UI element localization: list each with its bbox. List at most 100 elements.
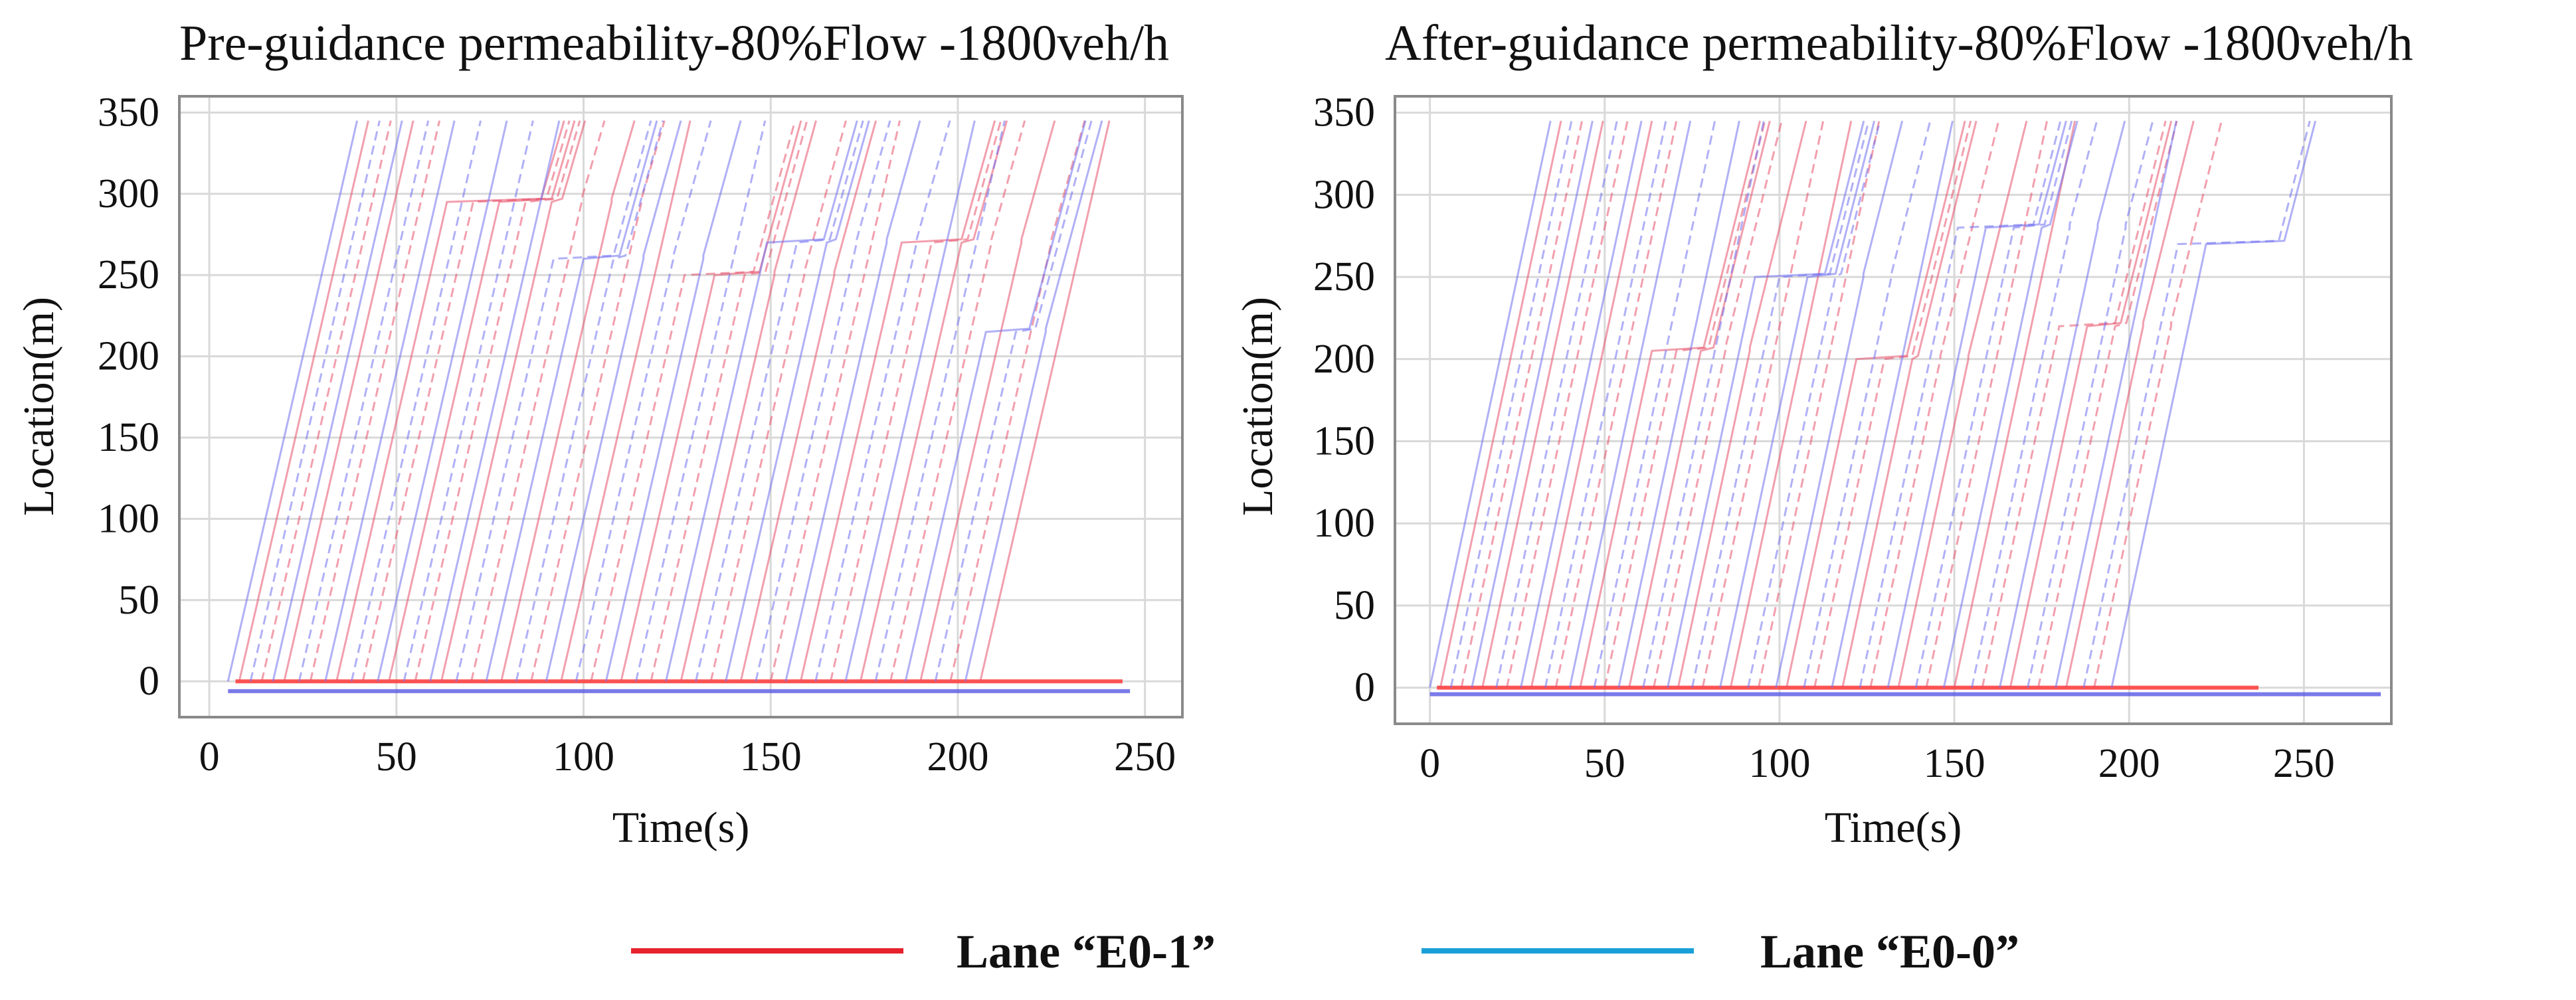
trajectory-e0-0 bbox=[377, 120, 508, 682]
y-tick-labels: 0 50 100 150 200 250 300 350 bbox=[98, 90, 159, 704]
trajectory-e0-1 bbox=[2009, 120, 2173, 688]
trajectory-e0-1 bbox=[590, 120, 796, 682]
trajectory-e0-0 bbox=[515, 120, 664, 682]
x-tick-labels: 0 50 100 150 200 250 bbox=[199, 734, 1176, 780]
trajectory-e0-1 bbox=[283, 120, 414, 682]
trajectory-e0-0 bbox=[1970, 120, 2098, 688]
trajectory-e0-0 bbox=[350, 120, 482, 682]
trajectory-e0-0 bbox=[814, 120, 951, 682]
trajectory-e0-0 bbox=[604, 120, 742, 682]
y-tick-label: 250 bbox=[98, 252, 159, 297]
trajectory-e0-0 bbox=[755, 120, 891, 682]
trajectory-e0-1 bbox=[1481, 120, 1604, 688]
trajectory-e0-1 bbox=[414, 120, 581, 682]
trajectory-e0-0 bbox=[1942, 120, 2078, 688]
trajectory-e0-0 bbox=[1544, 120, 1667, 688]
trajectory-e0-1 bbox=[1981, 120, 2167, 688]
trajectory-e0-1 bbox=[1897, 120, 2028, 688]
trajectory-e0-1 bbox=[1925, 120, 2049, 688]
trajectories bbox=[227, 120, 1131, 693]
trajectory-e0-0 bbox=[874, 120, 1006, 682]
y-tick-label: 50 bbox=[1334, 583, 1375, 628]
y-tick-label: 350 bbox=[98, 90, 159, 135]
trajectory-e0-0 bbox=[324, 120, 456, 682]
x-tick-labels: 0 50 100 150 200 250 bbox=[1420, 741, 2335, 786]
trajectory-e0-1 bbox=[889, 120, 1026, 682]
trajectory-e0-0 bbox=[1775, 120, 1904, 688]
y-tick-label: 100 bbox=[1313, 501, 1375, 546]
legend-label-lane-e0-0: Lane “E0-0” bbox=[1760, 925, 2019, 978]
grid bbox=[1395, 96, 2391, 724]
y-tick-label: 150 bbox=[1313, 419, 1375, 464]
trajectory-e0-0 bbox=[634, 120, 767, 682]
trajectory-e0-0 bbox=[665, 120, 858, 682]
trajectory-e0-1 bbox=[1628, 120, 1771, 688]
trajectory-e0-1 bbox=[1530, 120, 1653, 688]
trajectory-e0-0 bbox=[964, 120, 1103, 682]
legend: Lane “E0-1” Lane “E0-0” bbox=[631, 925, 2019, 978]
trajectory-e0-1 bbox=[1729, 120, 1853, 688]
trajectory-e0-1 bbox=[500, 120, 636, 682]
trajectory-e0-1 bbox=[560, 120, 691, 682]
trajectory-e0-1 bbox=[1505, 120, 1629, 688]
trajectory-e0-0 bbox=[227, 120, 359, 682]
trajectory-e0-1 bbox=[739, 120, 877, 682]
trajectory-e0-0 bbox=[1859, 120, 2062, 688]
trajectory-e0-0 bbox=[1691, 120, 1870, 688]
trajectory-e0-0 bbox=[725, 120, 870, 682]
chart-panel-after-guidance: After-guidance permeability-80%Flow -180… bbox=[1234, 15, 2413, 852]
y-tick-label: 300 bbox=[98, 171, 159, 216]
trajectory-e0-0 bbox=[1719, 120, 1876, 688]
trajectory-e0-1 bbox=[620, 120, 802, 682]
x-tick-label: 100 bbox=[553, 734, 614, 780]
x-axis-label: Time(s) bbox=[612, 803, 750, 852]
trajectory-e0-0 bbox=[1568, 120, 1692, 688]
trajectory-e0-1 bbox=[388, 120, 576, 682]
trajectory-e0-1 bbox=[829, 120, 1002, 682]
trajectory-e0-0 bbox=[545, 120, 682, 682]
y-tick-label: 0 bbox=[1354, 665, 1375, 710]
trajectory-e0-0 bbox=[1914, 120, 2073, 688]
trajectories bbox=[1429, 120, 2381, 697]
trajectory-e0-1 bbox=[260, 120, 392, 682]
trajectory-e0-0 bbox=[1520, 120, 1643, 688]
trajectory-e0-0 bbox=[844, 120, 976, 682]
trajectory-e0-0 bbox=[904, 120, 1087, 682]
y-tick-label: 200 bbox=[1313, 337, 1375, 382]
x-tick-label: 150 bbox=[1924, 741, 1985, 786]
trajectory-e0-1 bbox=[2037, 120, 2178, 688]
x-tick-label: 150 bbox=[740, 734, 802, 780]
trajectory-e0-0 bbox=[2082, 120, 2311, 688]
trajectory-e0-1 bbox=[1677, 120, 1807, 688]
trajectory-e0-0 bbox=[403, 120, 534, 682]
trajectory-e0-0 bbox=[695, 120, 864, 682]
x-tick-label: 0 bbox=[199, 734, 220, 780]
chart-panel-pre-guidance: Pre-guidance permeability-80%Flow -1800v… bbox=[15, 15, 1184, 852]
grid bbox=[179, 96, 1182, 717]
trajectory-e0-1 bbox=[709, 120, 847, 682]
trajectory-e0-1 bbox=[919, 120, 1056, 682]
trajectory-e0-1 bbox=[1460, 120, 1584, 688]
trajectory-e0-1 bbox=[1439, 120, 1562, 688]
trajectory-e0-0 bbox=[2027, 120, 2154, 688]
plot-frame bbox=[1394, 95, 2393, 725]
trajectory-e0-0 bbox=[2110, 120, 2317, 688]
y-tick-label: 100 bbox=[98, 496, 159, 541]
trajectory-e0-1 bbox=[1554, 120, 1678, 688]
trajectory-e0-0 bbox=[272, 120, 403, 682]
x-tick-label: 250 bbox=[2273, 741, 2335, 786]
y-tick-label: 0 bbox=[139, 659, 159, 704]
trajectory-e0-0 bbox=[455, 120, 652, 682]
trajectory-e0-0 bbox=[1429, 120, 1552, 688]
x-tick-label: 200 bbox=[2098, 741, 2160, 786]
trajectory-e0-1 bbox=[309, 120, 441, 682]
trajectory-e0-0 bbox=[1747, 120, 1881, 688]
trajectory-e0-0 bbox=[784, 120, 921, 682]
trajectory-e0-0 bbox=[429, 120, 561, 682]
x-tick-label: 250 bbox=[1114, 734, 1176, 780]
trajectory-e0-1 bbox=[2093, 120, 2223, 688]
trajectory-e0-1 bbox=[799, 120, 996, 682]
trajectory-e0-1 bbox=[440, 120, 587, 682]
